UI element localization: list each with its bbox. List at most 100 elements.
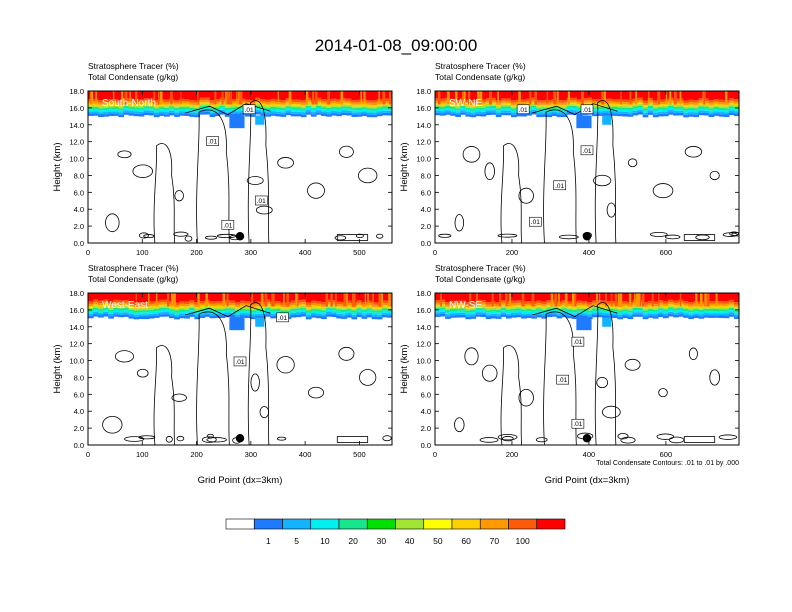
tracer-cell [174,104,180,107]
contour-label-box [571,336,585,347]
tracer-cell [541,311,548,314]
tracer-cell [270,307,277,310]
tracer-cell [733,91,739,100]
tracer-cell [169,313,175,316]
tracer-cell [316,303,322,306]
tracer-cell [587,293,593,303]
tracer-cell [592,306,598,309]
tracer-cell [351,106,358,109]
tracer-cell [310,104,317,107]
tracer-cell [128,306,135,309]
tracer-cell [300,306,307,308]
tracer-cell [455,293,461,301]
tracer-cell [184,99,190,102]
tracer-cell [250,102,256,105]
tracer-cell [546,114,553,118]
y-tick-label: 16.0 [69,104,84,113]
tracer-cell [113,302,119,305]
tracer-cell [713,308,720,312]
tracer-cell [153,311,160,314]
tracer-cell [214,313,221,316]
tracer-cell [128,304,135,307]
tracer-cell [98,305,104,308]
tracer-cell [663,309,669,312]
tracer-cell [219,104,226,106]
tracer-cell [316,301,322,304]
tracer-cell [179,113,185,116]
tracer-cell [316,305,322,308]
tracer-cell [581,311,588,314]
tracer-cell [295,293,302,301]
tracer-cell [209,309,216,312]
tracer-cell [708,91,715,101]
tracer-cell [123,308,130,311]
tracer-cell [637,91,644,98]
tracer-cell [356,107,363,110]
tracer-cell [566,313,573,316]
tracer-cell [229,293,236,301]
tracer-cell [470,301,477,305]
tracer-cell [169,110,175,113]
tracer-cell [158,111,165,114]
x-tick-label: 500 [353,248,366,257]
tracer-cell [647,305,654,308]
tracer-cell [113,99,119,102]
tracer-cell [98,108,104,111]
tracer-cell [455,307,461,309]
tracer-cell [98,112,104,115]
tracer-tongue [602,115,612,125]
tracer-cell [673,300,679,304]
y-tick-label: 16.0 [69,306,84,315]
contour-cell [206,437,227,443]
y-tick-label: 4.0 [421,407,431,416]
tracer-streak [665,91,668,105]
tracer-cell [366,293,373,301]
tracer-cell [204,310,211,313]
tracer-streak [135,91,138,105]
tracer-cell [465,304,472,307]
tracer-cell [174,114,180,117]
contour-cell [334,235,347,241]
tracer-cell [551,105,558,108]
tracer-cell [341,310,347,313]
tracer-cell [607,101,613,104]
location-marker [582,434,592,443]
tracer-cell [260,316,266,319]
tracer-cell [295,312,302,315]
tracer-cell [285,112,292,116]
tracer-cell [366,104,373,107]
tracer-cell [93,311,99,315]
tracer-cell [295,111,302,114]
tracer-cell [123,306,130,309]
tracer-cell [158,307,165,310]
tracer-cell [556,104,563,107]
tracer-cell [341,308,347,311]
tracer-streak [695,293,698,307]
tracer-cell [723,307,730,310]
tracer-cell [240,293,246,301]
tracer-cell [158,312,165,315]
tracer-cell [199,91,206,98]
tracer-cell [285,98,292,101]
tracer-cell [295,314,302,318]
tracer-cell [103,302,109,305]
tracer-streak [529,91,532,105]
tracer-cell [511,308,517,311]
tracer-streak [581,91,584,105]
tracer-cell [657,107,664,110]
tracer-cell [566,107,573,111]
tracer-cell [214,99,221,102]
tracer-cell [189,310,195,313]
tracer-cell [118,310,125,313]
tracer-cell [652,313,659,317]
tracer-cell [224,312,231,315]
tracer-cell [627,112,634,115]
tracer-cell [316,104,322,106]
tracer-cell [652,293,659,302]
tracer-cell [627,308,634,311]
tracer-cell [647,108,654,111]
tracer-cell [113,312,119,315]
tracer-cell [194,100,201,103]
tracer-cell [440,293,446,300]
tracer-cell [627,110,634,113]
